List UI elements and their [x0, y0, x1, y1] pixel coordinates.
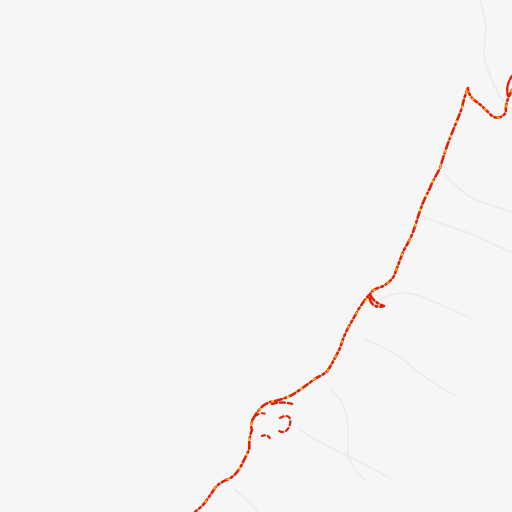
inland-waterways [234, 0, 512, 512]
coastline [193, 74, 512, 512]
coastline-island-4 [251, 412, 267, 421]
coastline-island-3 [260, 434, 272, 442]
coastline-island-1 [270, 401, 294, 406]
coastline-main [193, 86, 512, 512]
coastline-island-2 [276, 414, 292, 434]
coastline-top-right [506, 74, 512, 98]
